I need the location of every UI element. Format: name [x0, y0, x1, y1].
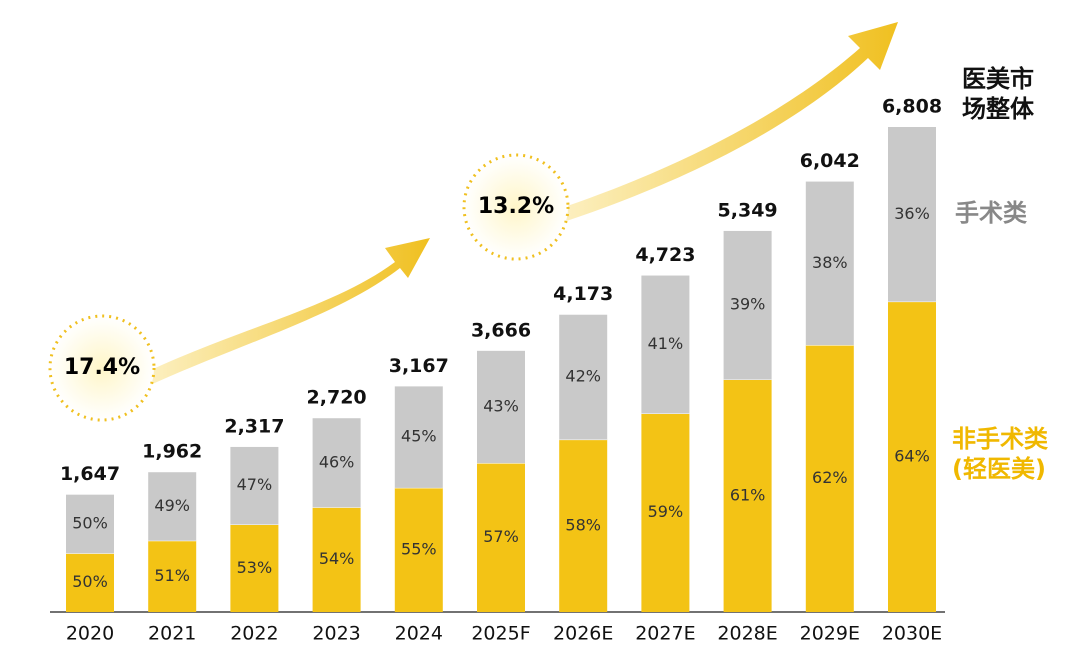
x-tick-label: 2024 — [395, 623, 443, 645]
x-tick-label: 2021 — [148, 623, 196, 645]
segment-label: 38% — [812, 253, 848, 272]
x-tick-label: 2027E — [635, 623, 695, 645]
bar-segment — [230, 446, 279, 525]
segment-label: 47% — [237, 475, 273, 494]
segment-label: 45% — [401, 427, 437, 446]
bar-segment — [312, 418, 361, 508]
x-tick-label: 2030E — [882, 623, 942, 645]
bar-segment — [723, 379, 772, 612]
cagr-circle — [48, 314, 156, 422]
segment-label: 62% — [812, 468, 848, 487]
segment-label: 59% — [648, 502, 684, 521]
x-tick-label: 2025F — [471, 623, 530, 645]
segment-label: 55% — [401, 539, 437, 558]
total-label: 1,962 — [142, 441, 202, 463]
segment-label: 50% — [72, 572, 108, 591]
bar-segment — [477, 463, 525, 612]
total-label: 2,720 — [307, 387, 367, 409]
x-tick-label: 2028E — [717, 623, 777, 645]
growth-arrow — [540, 22, 898, 228]
bar-segment — [888, 127, 936, 302]
bar-segment — [641, 413, 690, 612]
bar-segment — [641, 275, 690, 414]
cagr-circle — [462, 153, 570, 261]
segment-label: 41% — [648, 334, 684, 353]
legend-entry: 非手术类(轻医美) — [952, 425, 1048, 483]
bar-segment — [805, 181, 854, 346]
segment-label: 36% — [894, 204, 930, 223]
segment-label: 51% — [154, 566, 190, 585]
segment-label: 54% — [319, 549, 355, 568]
segment-label: 53% — [237, 558, 273, 577]
bar-segment — [394, 487, 443, 612]
total-label: 4,723 — [635, 244, 695, 266]
segment-label: 64% — [894, 446, 930, 465]
x-tick-label: 2020 — [66, 623, 114, 645]
x-tick-label: 2029E — [800, 623, 860, 645]
bar-segment — [394, 386, 443, 488]
total-label: 6,808 — [882, 96, 942, 118]
bar-segment — [66, 553, 114, 612]
legend-total: 医美市场整体 — [962, 65, 1034, 123]
segment-label: 42% — [565, 367, 601, 386]
total-label: 6,042 — [800, 150, 860, 172]
segment-label: 46% — [319, 452, 355, 471]
bar-segment — [559, 439, 608, 612]
total-label: 1,647 — [60, 463, 120, 485]
bar-segment — [66, 494, 114, 554]
cagr-label: 13.2% — [478, 194, 554, 219]
cagr-label: 17.4% — [64, 355, 140, 380]
total-label: 2,317 — [224, 415, 284, 437]
bar-segment — [148, 540, 197, 612]
legend-entry: 手术类 — [955, 199, 1027, 227]
x-tick-label: 2022 — [230, 623, 278, 645]
total-label: 3,666 — [471, 319, 531, 341]
total-label: 4,173 — [553, 283, 613, 305]
bar-segment — [559, 314, 608, 440]
segment-label: 50% — [72, 514, 108, 533]
total-label: 3,167 — [389, 355, 449, 377]
segment-label: 39% — [730, 295, 766, 314]
growth-arrow — [130, 238, 430, 392]
bar-segment — [312, 507, 361, 612]
segment-label: 49% — [154, 496, 190, 515]
segment-label: 43% — [483, 396, 519, 415]
segment-label: 57% — [483, 527, 519, 546]
bar-segment — [888, 301, 936, 612]
segment-label: 58% — [565, 515, 601, 534]
x-tick-label: 2023 — [312, 623, 360, 645]
bar-segment — [230, 524, 279, 612]
bar-segment — [148, 472, 197, 541]
bar-segment — [805, 345, 854, 612]
bar-segment — [477, 350, 525, 464]
segment-label: 61% — [730, 485, 766, 504]
bar-segment — [723, 230, 772, 380]
x-tick-label: 2026E — [553, 623, 613, 645]
total-label: 5,349 — [718, 199, 778, 221]
